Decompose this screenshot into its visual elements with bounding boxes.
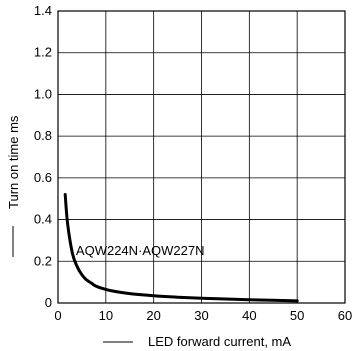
series-line — [63, 193, 299, 303]
x-axis-label: LED forward current, mA — [148, 334, 291, 349]
series-annotation: AQW224N·AQW227N — [76, 243, 205, 258]
grid — [58, 11, 345, 303]
y-axis-label: Turn on time ms — [6, 115, 21, 209]
y-tick-label: 0.8 — [34, 128, 52, 143]
y-tick-label: 0.6 — [34, 170, 52, 185]
y-tick-label: 0 — [45, 295, 52, 310]
y-tick-label: 1.2 — [34, 45, 52, 60]
y-tick-labels: 0 0.2 0.4 0.6 0.8 1.0 1.2 1.4 — [34, 3, 52, 310]
x-tick-label: 40 — [242, 308, 256, 323]
x-tick-label: 10 — [99, 308, 113, 323]
y-tick-label: 1.4 — [34, 3, 52, 18]
x-tick-labels: 0 10 20 30 40 50 60 — [54, 308, 352, 323]
plot-frame — [57, 10, 346, 304]
y-tick-label: 0.2 — [34, 253, 52, 268]
x-tick-label: 20 — [146, 308, 160, 323]
x-tick-label: 0 — [54, 308, 61, 323]
x-tick-label: 60 — [338, 308, 352, 323]
series-group — [63, 193, 299, 303]
y-tick-label: 1.0 — [34, 86, 52, 101]
x-tick-label: 30 — [194, 308, 208, 323]
y-tick-label: 0.4 — [34, 212, 52, 227]
x-tick-label: 50 — [290, 308, 304, 323]
